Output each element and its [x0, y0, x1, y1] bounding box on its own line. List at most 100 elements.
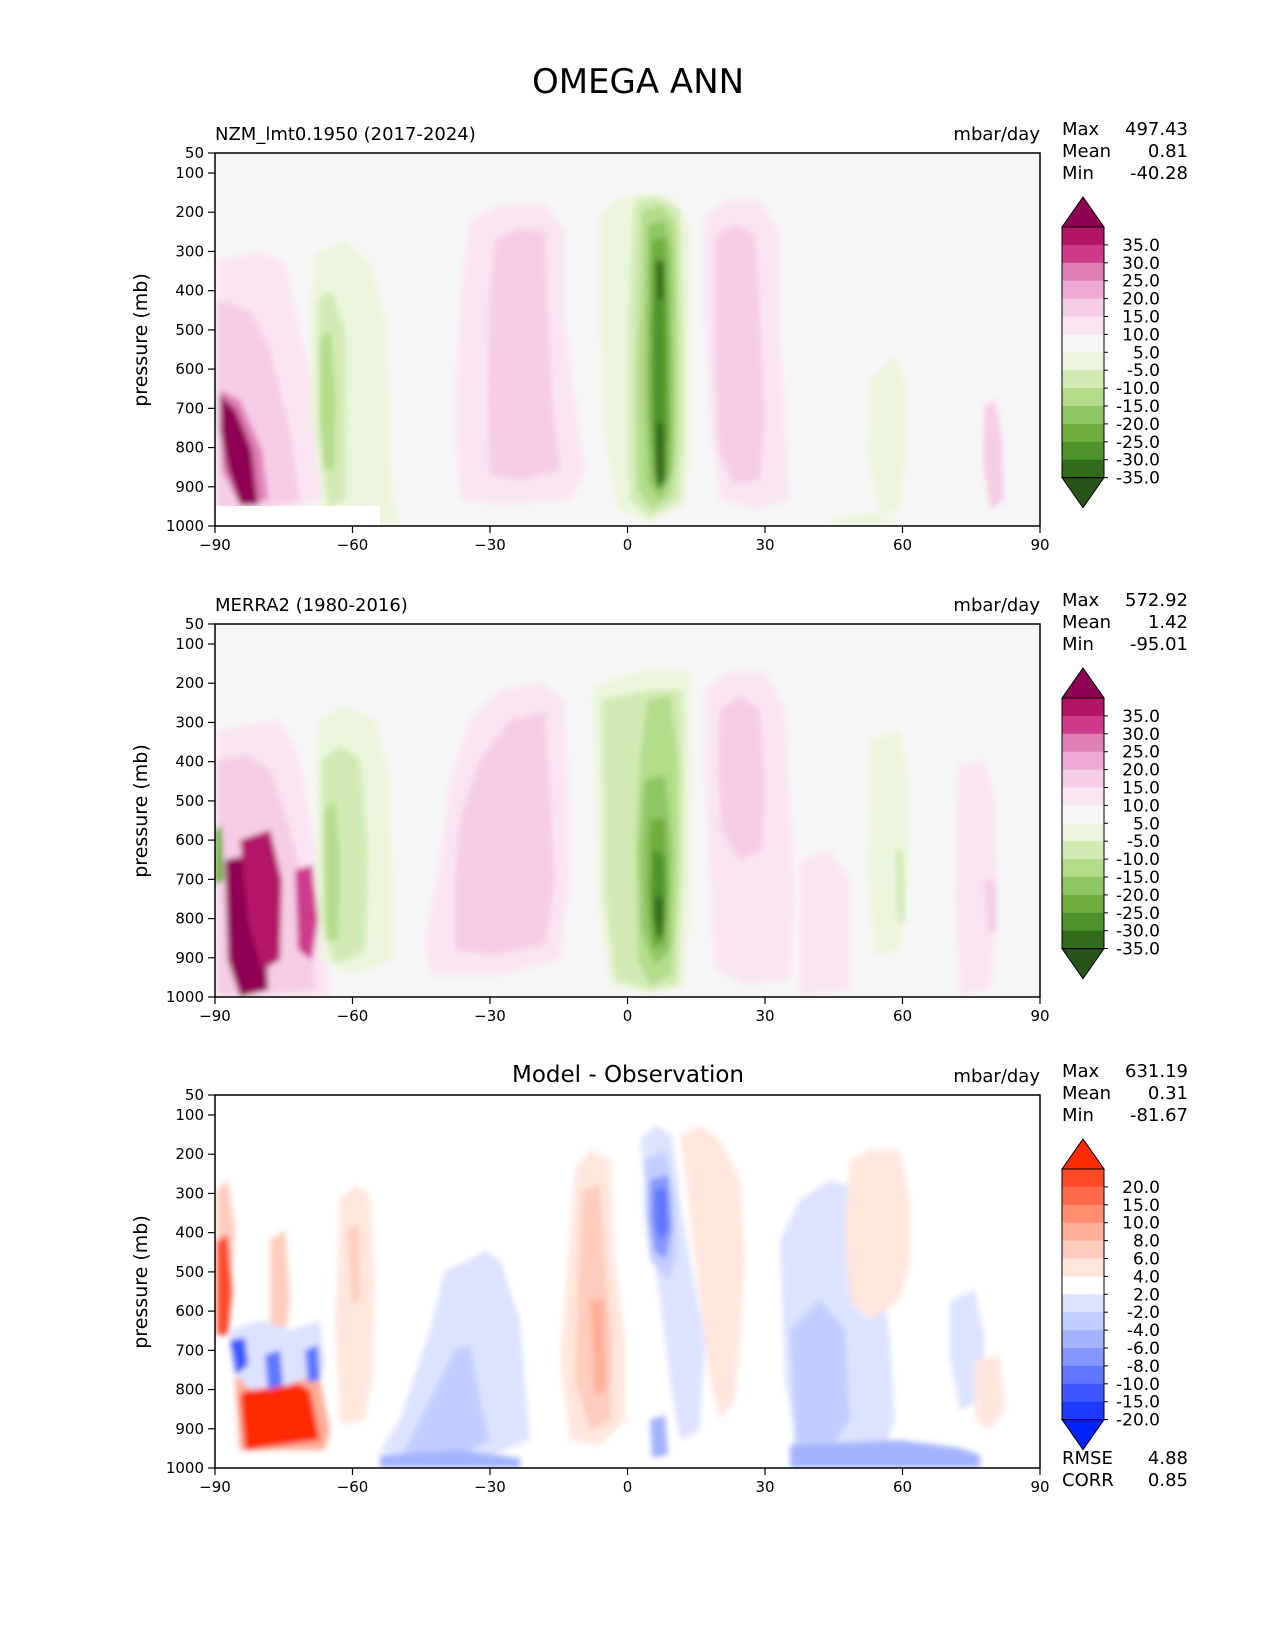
ytick-label: 500	[175, 792, 204, 810]
model-region-n80-pink	[983, 400, 1004, 510]
obs-region-n80-pink-core	[985, 880, 997, 935]
ytick-label: 500	[175, 1263, 204, 1281]
diff-units: mbar/day	[953, 1066, 1040, 1087]
colorbar-swatch	[1062, 1240, 1104, 1259]
colorbar-swatch	[1062, 787, 1104, 806]
colorbar-label: 6.0	[1133, 1250, 1160, 1270]
colorbar-swatch	[1062, 262, 1104, 282]
colorbar-swatch	[1062, 751, 1104, 771]
ytick-label: 900	[175, 949, 204, 967]
diff-colorbar: 20.015.010.08.06.04.02.0-2.0-4.0-6.0-8.0…	[1061, 1138, 1160, 1451]
ytick-label: 50	[185, 144, 204, 162]
model-colorbar: 35.030.025.020.015.010.05.0-5.0-10.0-15.…	[1061, 196, 1160, 509]
colorbar-label: 10.0	[1122, 1214, 1160, 1234]
colorbar-label: -25.0	[1116, 433, 1160, 453]
xtick-label: 0	[623, 536, 633, 554]
diff-stat-max-label: Max	[1062, 1061, 1100, 1082]
diff-region-s40-blue	[400, 1345, 490, 1460]
colorbar-label: -10.0	[1116, 850, 1160, 870]
diff-region-n20-red	[680, 1125, 745, 1420]
obs-region-south-max-2	[240, 830, 282, 970]
obs-stat-max-label: Max	[1062, 590, 1100, 611]
colorbar-label: 30.0	[1122, 725, 1160, 745]
xtick-label: −30	[474, 536, 506, 554]
diff-region-south-red	[217, 1235, 232, 1335]
colorbar-label: 35.0	[1122, 707, 1160, 727]
colorbar-label: -35.0	[1116, 469, 1160, 489]
ytick-label: 400	[175, 1224, 204, 1242]
ytick-label: 800	[175, 439, 204, 457]
colorbar-swatch	[1062, 859, 1104, 878]
colorbar-swatch	[1062, 1348, 1104, 1367]
diff-yticks: 50 100 200 300 400 500 600 700 800 900 1000	[166, 1086, 215, 1477]
diff-metric-corr-value: 0.85	[1148, 1470, 1188, 1491]
ytick-label: 600	[175, 1302, 204, 1320]
colorbar-label: 5.0	[1133, 343, 1160, 363]
model-stat-mean-value: 0.81	[1148, 141, 1188, 162]
diff-region-south-blue	[230, 1338, 248, 1375]
diff-stat-min-value: -81.67	[1130, 1105, 1188, 1126]
ytick-label: 1000	[166, 1459, 204, 1477]
model-region-n60-green	[868, 355, 905, 515]
obs-region-n45-pink-streaks	[800, 850, 850, 995]
ytick-label: 600	[175, 360, 204, 378]
xtick-label: 60	[893, 536, 912, 554]
obs-colorbar: 35.030.025.020.015.010.05.0-5.0-10.0-15.…	[1061, 667, 1160, 980]
ytick-label: 200	[175, 674, 204, 692]
model-region-n60-green-sfc	[830, 512, 900, 526]
obs-title: MERRA2 (1980-2016)	[215, 595, 408, 616]
colorbar-swatch	[1062, 733, 1104, 753]
diff-metrics: RMSE 4.88 CORR 0.85	[1062, 1448, 1188, 1491]
colorbar-extend-max	[1061, 196, 1105, 228]
obs-stat-min-value: -95.01	[1130, 634, 1188, 655]
ytick-label: 100	[175, 164, 204, 182]
model-yticks: 50 100 200 300 400 500 600 700 800 900 1000	[166, 144, 215, 535]
obs-region-n60-green-core	[895, 850, 905, 925]
colorbar-swatch	[1062, 352, 1104, 371]
ytick-label: 1000	[166, 988, 204, 1006]
xtick-label: 30	[755, 1007, 774, 1025]
colorbar-swatch	[1062, 1365, 1104, 1385]
panel-obs: MERRA2 (1980-2016) mbar/day pressure (mb…	[130, 590, 1188, 1025]
colorbar-label: -30.0	[1116, 922, 1160, 942]
colorbar-label: -8.0	[1127, 1357, 1160, 1377]
model-region-n25-pink-core	[715, 225, 765, 485]
colorbar-swatch	[1062, 280, 1104, 300]
colorbar-label: 10.0	[1122, 325, 1160, 345]
colorbar-label: -4.0	[1127, 1321, 1160, 1341]
panel-diff: Model - Observation mbar/day pressure (m…	[130, 1061, 1188, 1496]
colorbar-label: -20.0	[1116, 415, 1160, 435]
model-ylabel: pressure (mb)	[130, 273, 152, 407]
obs-region-green-edge	[215, 825, 224, 885]
diff-title: Model - Observation	[512, 1062, 744, 1088]
colorbar-swatch	[1062, 841, 1104, 860]
xtick-label: 0	[623, 1007, 633, 1025]
diff-contour-field	[217, 1125, 1005, 1468]
obs-region-s30-pink-core	[455, 712, 555, 955]
colorbar-swatch	[1062, 316, 1104, 335]
ytick-label: 300	[175, 713, 204, 731]
ytick-label: 700	[175, 1341, 204, 1359]
diff-region-south-red-lower-core	[240, 1370, 320, 1450]
colorbar-swatch	[1062, 1204, 1104, 1224]
colorbar-label: -20.0	[1116, 1411, 1160, 1431]
model-stats: Max 497.43 Mean 0.81 Min -40.28	[1062, 119, 1188, 184]
ytick-label: 900	[175, 478, 204, 496]
ytick-label: 1000	[166, 517, 204, 535]
colorbar-label: 8.0	[1133, 1232, 1160, 1252]
colorbar-swatch	[1062, 406, 1104, 425]
obs-region-n80-pink	[955, 760, 998, 995]
colorbar-label: 25.0	[1122, 272, 1160, 292]
xtick-label: −60	[337, 1478, 369, 1496]
colorbar-swatch	[1062, 912, 1104, 932]
xtick-label: 0	[623, 1478, 633, 1496]
obs-stat-max-value: 572.92	[1125, 590, 1188, 611]
diff-region-south-blue-2	[265, 1345, 320, 1390]
xtick-label: 60	[893, 1478, 912, 1496]
colorbar-label: -6.0	[1127, 1339, 1160, 1359]
colorbar-swatch	[1062, 877, 1104, 896]
diff-region-eq-blue-sfc	[650, 1415, 668, 1458]
ytick-label: 700	[175, 399, 204, 417]
colorbar-swatch	[1062, 1312, 1104, 1331]
diff-region-n80-red	[975, 1355, 1005, 1430]
